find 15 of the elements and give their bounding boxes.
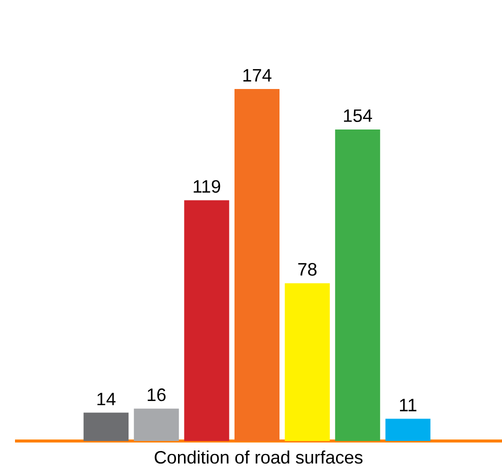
bar [385,418,430,441]
bar [184,200,230,441]
data-label: 11 [400,398,416,412]
data-label: 16 [148,388,166,402]
bar [284,283,330,441]
data-label: 14 [97,392,116,406]
bar [234,89,280,441]
bar [335,129,380,441]
bar [84,412,129,441]
x-axis-title: Condition of road surfaces [154,450,362,464]
data-label: 78 [298,263,317,276]
bar [134,408,179,441]
data-label: 154 [344,109,372,122]
data-label: 174 [243,69,272,82]
data-label: 119 [194,180,220,193]
